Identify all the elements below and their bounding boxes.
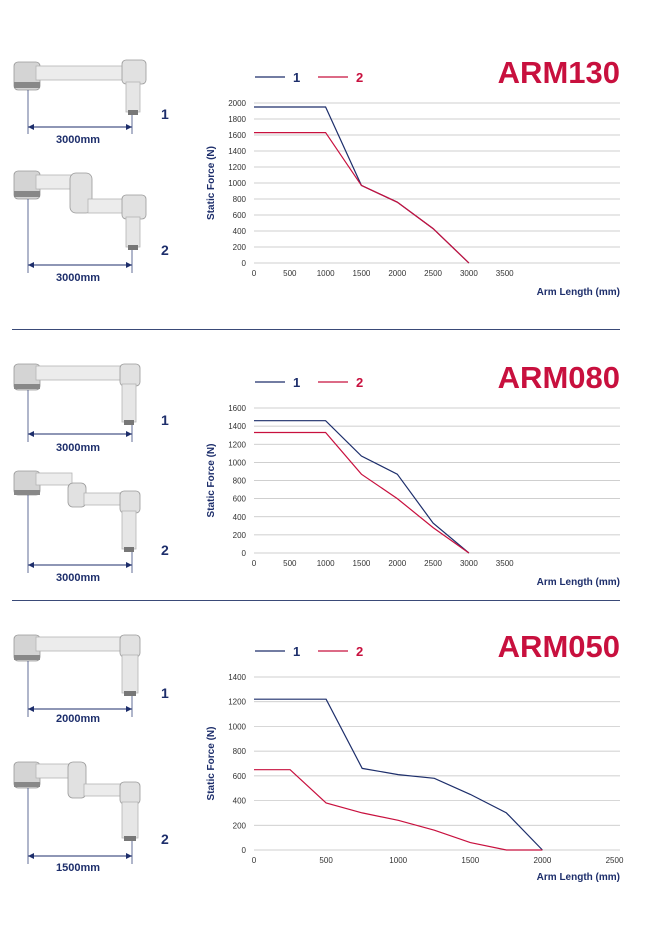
x-tick-label: 1500 <box>353 269 371 278</box>
arm1-number: 1 <box>161 412 169 428</box>
y-tick-label: 800 <box>233 477 247 486</box>
y-tick-label: 200 <box>233 531 247 540</box>
arm2-number: 2 <box>161 242 169 258</box>
x-tick-label: 0 <box>252 559 257 568</box>
y-tick-label: 1400 <box>228 147 246 156</box>
y-tick-label: 600 <box>233 772 247 781</box>
arm1-number: 1 <box>161 106 169 122</box>
y-axis-title: Static Force (N) <box>206 444 217 518</box>
legend-label-1: 1 <box>293 375 300 390</box>
series-line-2 <box>254 769 543 851</box>
y-tick-label: 400 <box>233 227 247 236</box>
arm2-length-label: 3000mm <box>56 572 101 584</box>
y-tick-label: 1600 <box>228 404 246 413</box>
x-tick-label: 2000 <box>388 269 406 278</box>
y-tick-label: 0 <box>242 259 247 268</box>
arm2-length-label: 1500mm <box>56 862 101 874</box>
y-tick-label: 1200 <box>228 440 246 449</box>
section-divider <box>12 329 620 330</box>
y-axis-title: Static Force (N) <box>206 727 217 801</box>
chart-arm050: 1 2 0 200 400 600 800 1000 1200 1400 0 500 1000 1500 2… <box>206 644 624 883</box>
y-tick-label: 1000 <box>228 722 246 731</box>
series-line-1 <box>254 698 543 851</box>
y-tick-label: 600 <box>233 211 247 220</box>
x-tick-label: 1000 <box>317 269 335 278</box>
legend-label-2: 2 <box>356 70 363 85</box>
x-axis-title: Arm Length (mm) <box>537 872 620 883</box>
y-tick-label: 1000 <box>228 458 246 467</box>
y-tick-label: 200 <box>233 243 247 252</box>
y-tick-label: 0 <box>242 549 247 558</box>
arm-diagram-1 <box>13 363 141 442</box>
x-axis-title: Arm Length (mm) <box>537 577 620 588</box>
x-tick-label: 500 <box>319 856 333 865</box>
series-line-1 <box>254 420 470 554</box>
section-arm130: ARM130 3000mm 1 3000mm 2 1 2 0 200 400 600 800… <box>0 0 665 330</box>
x-tick-label: 1500 <box>353 559 371 568</box>
y-tick-label: 1600 <box>228 131 246 140</box>
x-tick-label: 0 <box>252 269 257 278</box>
model-title: ARM050 <box>497 629 620 664</box>
legend-label-2: 2 <box>356 375 363 390</box>
series-line-2 <box>254 431 470 554</box>
x-tick-label: 0 <box>252 856 257 865</box>
x-tick-label: 1500 <box>461 856 479 865</box>
y-tick-label: 1400 <box>228 673 246 682</box>
arm2-length-label: 3000mm <box>56 272 101 284</box>
arm-diagram-1 <box>13 59 147 134</box>
arm1-length-label: 3000mm <box>56 134 101 146</box>
arm2-number: 2 <box>161 831 169 847</box>
x-tick-label: 3000 <box>460 269 478 278</box>
arm2-number: 2 <box>161 542 169 558</box>
y-tick-label: 1800 <box>228 115 246 124</box>
x-tick-label: 1000 <box>389 856 407 865</box>
y-tick-label: 800 <box>233 195 247 204</box>
y-tick-label: 2000 <box>228 99 246 108</box>
x-tick-label: 2500 <box>606 856 624 865</box>
arm-diagram-2 <box>13 761 141 864</box>
x-axis-title: Arm Length (mm) <box>537 287 620 298</box>
y-tick-label: 800 <box>233 747 247 756</box>
x-tick-label: 2000 <box>534 856 552 865</box>
y-tick-label: 1200 <box>228 163 246 172</box>
y-tick-label: 1200 <box>228 698 246 707</box>
x-tick-label: 3000 <box>460 559 478 568</box>
y-tick-label: 1400 <box>228 422 246 431</box>
arm1-number: 1 <box>161 685 169 701</box>
x-tick-label: 2000 <box>388 559 406 568</box>
legend-label-1: 1 <box>293 644 300 659</box>
arm-diagram-2 <box>13 470 141 573</box>
chart-arm130: 1 2 0 200 400 600 800 1000 1200 1400 1600 1800 2000 0… <box>206 70 620 298</box>
arm1-length-label: 2000mm <box>56 713 101 725</box>
x-tick-label: 1000 <box>317 559 335 568</box>
section-arm080: ARM080 3000mm 1 3000mm 2 1 2 0 200 400 600 800… <box>0 330 665 600</box>
y-tick-label: 600 <box>233 495 247 504</box>
x-tick-label: 2500 <box>424 559 442 568</box>
arm-diagram-1 <box>13 634 141 717</box>
model-title: ARM130 <box>497 55 620 90</box>
arm1-length-label: 3000mm <box>56 442 101 454</box>
legend-label-2: 2 <box>356 644 363 659</box>
y-tick-label: 400 <box>233 513 247 522</box>
y-tick-label: 1000 <box>228 179 246 188</box>
x-tick-label: 3500 <box>496 559 514 568</box>
model-title: ARM080 <box>497 360 620 395</box>
section-divider <box>12 600 620 601</box>
x-tick-label: 500 <box>283 559 297 568</box>
y-tick-label: 400 <box>233 797 247 806</box>
section-arm050: ARM050 2000mm 1 1500mm 2 1 2 0 200 400 600 800… <box>0 601 665 935</box>
x-tick-label: 2500 <box>424 269 442 278</box>
y-tick-label: 0 <box>242 846 247 855</box>
x-tick-label: 3500 <box>496 269 514 278</box>
y-tick-label: 200 <box>233 821 247 830</box>
series-line-2 <box>254 131 470 264</box>
y-axis-title: Static Force (N) <box>206 146 217 220</box>
x-tick-label: 500 <box>283 269 297 278</box>
chart-arm080: 1 2 0 200 400 600 800 1000 1200 1400 1600 0 500 1000 1… <box>206 375 620 588</box>
legend-label-1: 1 <box>293 70 300 85</box>
arm-diagram-2 <box>13 170 147 273</box>
